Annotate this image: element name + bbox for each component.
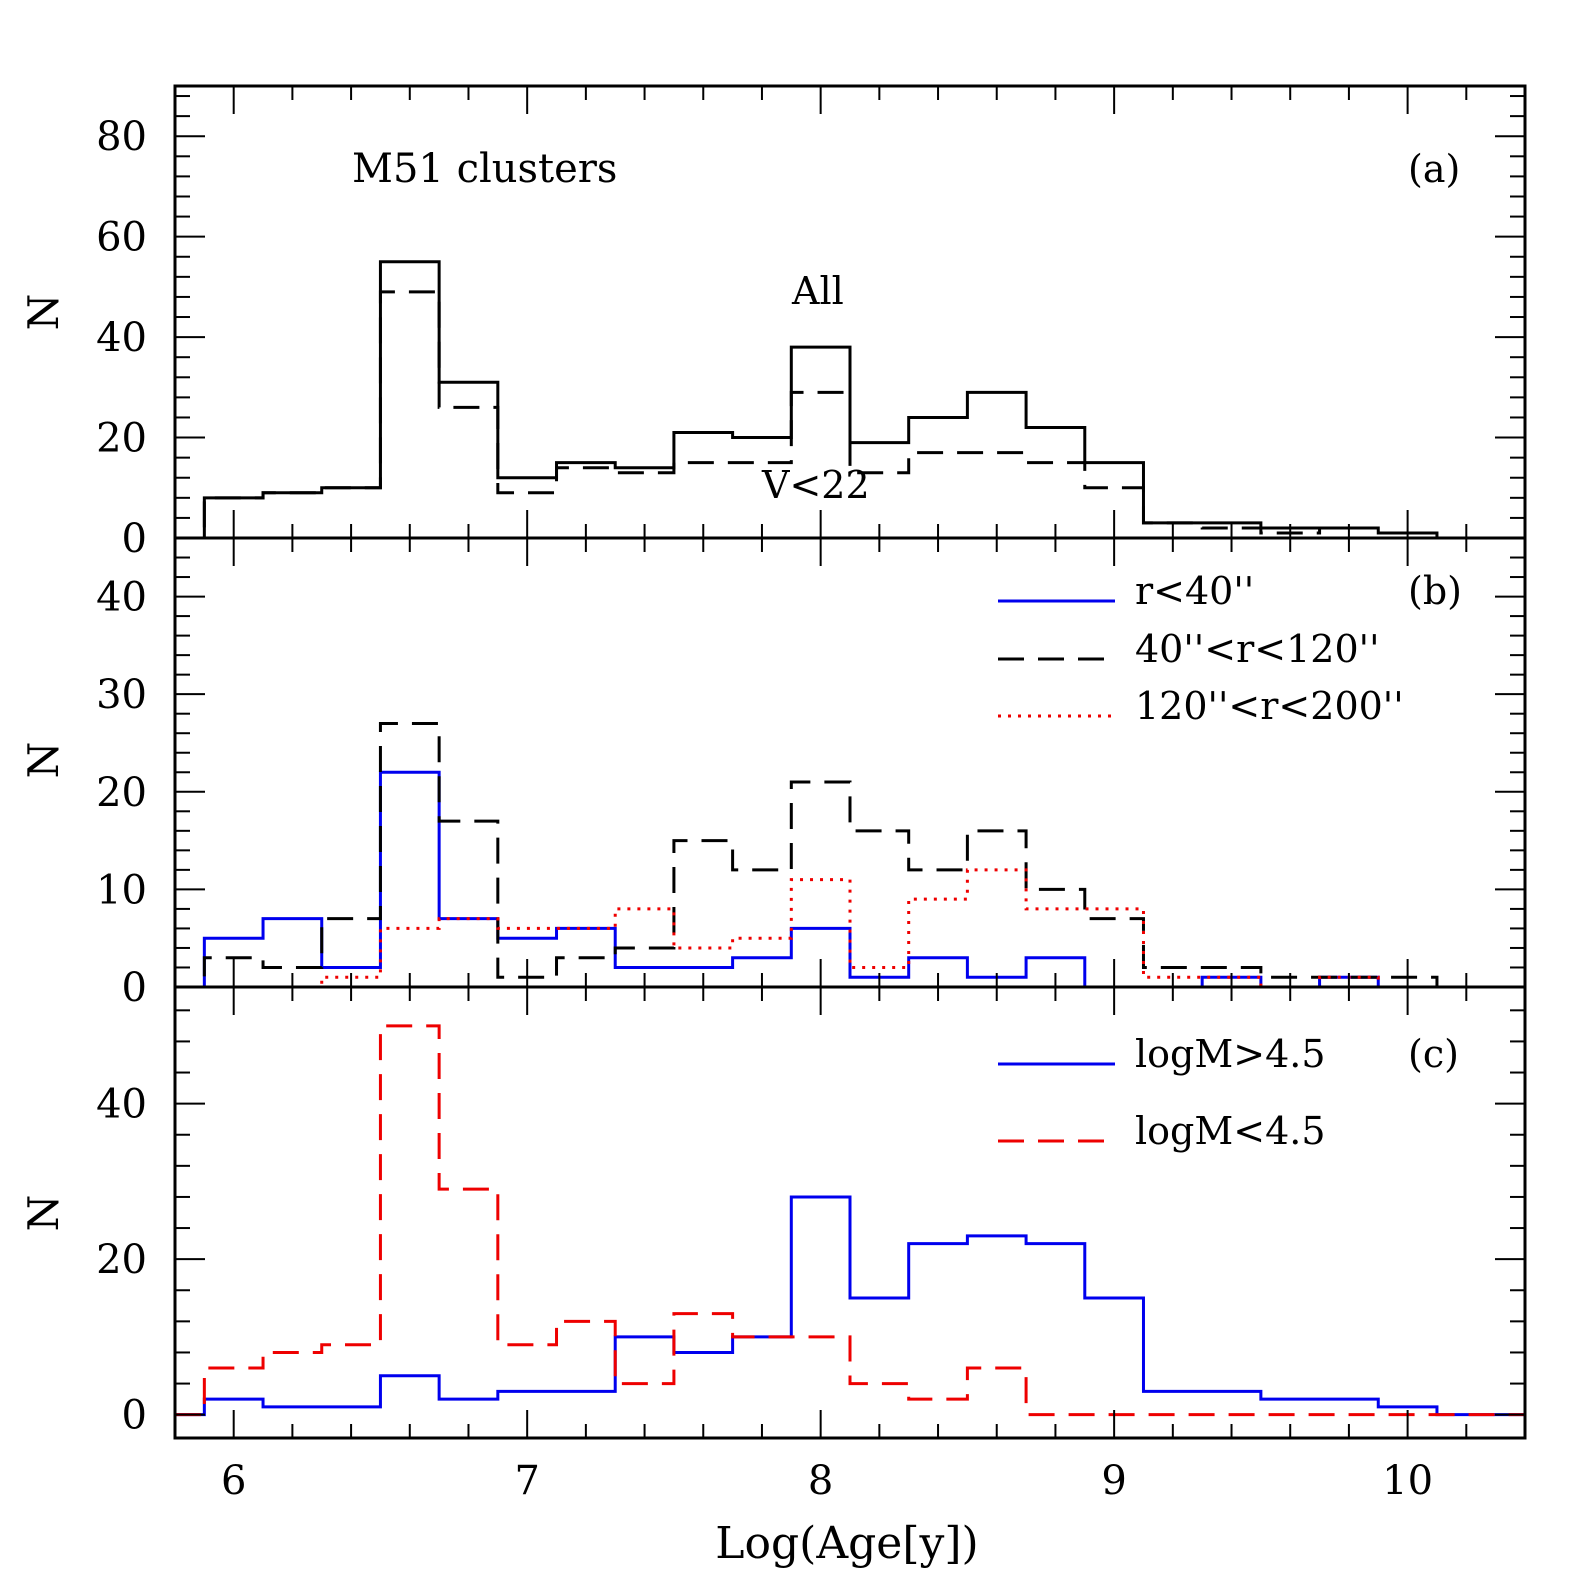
panel-c-series-1 <box>175 1024 1525 1417</box>
panel-a-ytick-label: 80 <box>96 114 147 160</box>
panel-b-ytick-label: 20 <box>96 770 147 816</box>
x-axis-label: Log(Age[y]) <box>715 1518 978 1569</box>
x-tick-label: 8 <box>808 1458 833 1504</box>
panel-b-label: (b) <box>1408 569 1462 613</box>
panel-a-ylabel: N <box>19 294 68 331</box>
panel-b-ytick-label: 0 <box>122 965 147 1011</box>
legend-label-r120-200: 120''<r<200'' <box>1135 684 1404 728</box>
panel-b-ytick-label: 40 <box>96 575 147 621</box>
x-tick-labels: 6 7 8 9 10 <box>221 1458 1433 1504</box>
panel-b-series-1 <box>175 721 1525 989</box>
panel-c-frame <box>173 985 1527 1440</box>
annotation-all: All <box>791 269 844 313</box>
panel-a: 0 20 40 60 80 M51 clusters (a) All V<22 N <box>19 84 1527 562</box>
panel-a-ytick-label: 20 <box>96 416 147 462</box>
panel-b-ylabel: N <box>19 742 68 779</box>
panel-a-ytick-label: 40 <box>96 315 147 361</box>
panel-a-label: (a) <box>1408 147 1460 191</box>
legend-label-r40-120: 40''<r<120'' <box>1135 627 1380 671</box>
legend-label-r40: r<40'' <box>1135 569 1254 613</box>
panel-c-ytick-label: 40 <box>96 1082 147 1128</box>
legend-label-logm-high: logM>4.5 <box>1135 1032 1326 1076</box>
panel-b-ytick-label: 30 <box>96 672 147 718</box>
x-tick-label: 6 <box>221 1458 246 1504</box>
panel-a-series-1 <box>175 290 1525 540</box>
panel-b-legend: r<40'' 40''<r<120'' 120''<r<200'' <box>998 569 1404 728</box>
panel-b: 0 10 20 30 40 (b) r<40'' 40''<r<120'' 120''<… <box>19 536 1527 1011</box>
panel-c-ytick-label: 0 <box>122 1393 147 1439</box>
annotation-v22: V<22 <box>761 463 870 507</box>
panel-a-ytick-label: 0 <box>122 516 147 562</box>
x-tick-label: 9 <box>1101 1458 1126 1504</box>
panel-b-ytick-label: 10 <box>96 867 147 913</box>
panel-c-label: (c) <box>1408 1032 1459 1076</box>
panel-c-legend: logM>4.5 logM<4.5 <box>998 1032 1326 1153</box>
panel-a-ytick-label: 60 <box>96 215 147 261</box>
panel-c-ytick-label: 20 <box>96 1237 147 1283</box>
legend-label-logm-low: logM<4.5 <box>1135 1109 1326 1153</box>
panel-c-ylabel: N <box>19 1195 68 1232</box>
panel-c-series-0 <box>175 1195 1525 1417</box>
x-tick-label: 10 <box>1382 1458 1433 1504</box>
panel-c: 0 20 40 (c) logM>4.5 logM<4.5 N <box>19 985 1527 1440</box>
x-tick-label: 7 <box>514 1458 539 1504</box>
panel-a-title: M51 clusters <box>352 146 617 192</box>
panel-b-series-2 <box>175 868 1525 989</box>
